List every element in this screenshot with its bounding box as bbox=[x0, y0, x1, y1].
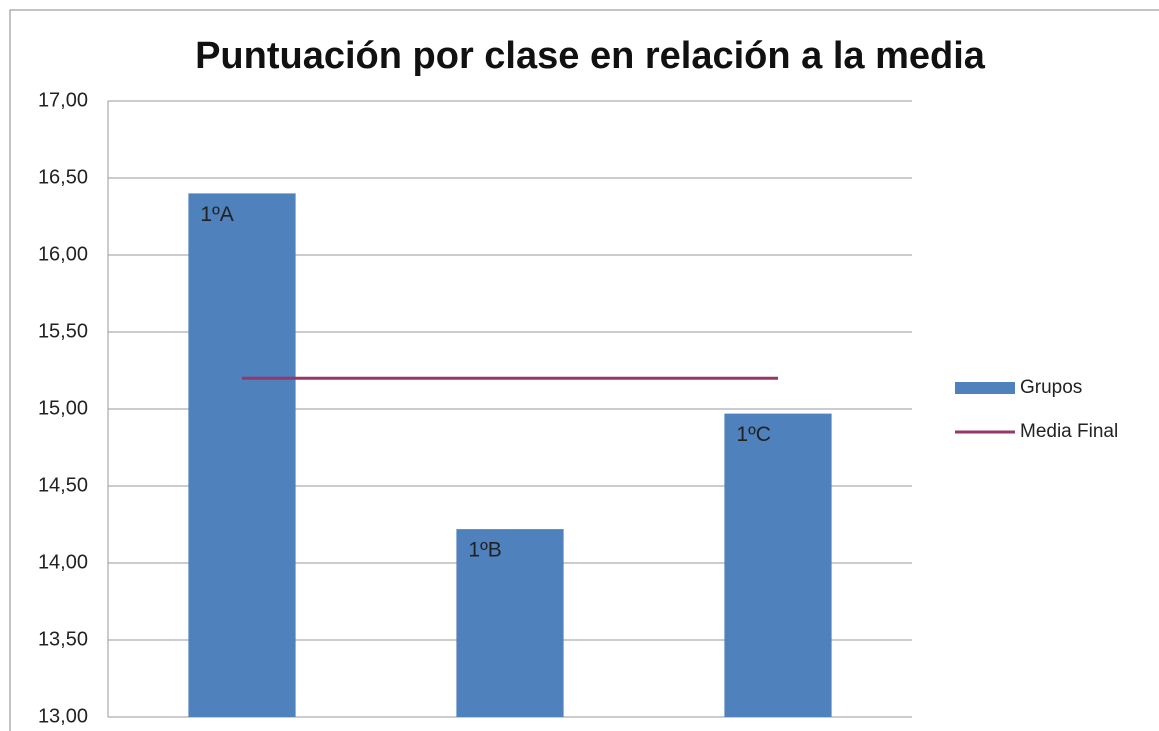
y-tick-label: 15,00 bbox=[38, 397, 88, 419]
y-tick-label: 14,00 bbox=[38, 551, 88, 573]
y-tick-label: 16,50 bbox=[38, 166, 88, 188]
legend-label: Media Final bbox=[1020, 421, 1118, 442]
legend-swatch bbox=[955, 382, 1015, 394]
bar bbox=[724, 413, 832, 717]
bar-label: 1ºB bbox=[468, 539, 501, 562]
bar bbox=[456, 529, 564, 717]
legend-label: Grupos bbox=[1020, 377, 1082, 398]
bar bbox=[188, 193, 296, 717]
y-tick-label: 14,50 bbox=[38, 474, 88, 496]
y-tick-label: 17,00 bbox=[38, 89, 88, 111]
y-tick-label: 13,50 bbox=[38, 628, 88, 650]
chart-title: Puntuación por clase en relación a la me… bbox=[195, 35, 985, 77]
y-tick-label: 13,00 bbox=[38, 705, 88, 727]
chart-border bbox=[9, 9, 1159, 731]
y-tick-label: 16,00 bbox=[38, 243, 88, 265]
bar-label: 1ºC bbox=[736, 423, 771, 446]
bar-label: 1ºA bbox=[200, 203, 233, 226]
y-tick-label: 15,50 bbox=[38, 320, 88, 342]
